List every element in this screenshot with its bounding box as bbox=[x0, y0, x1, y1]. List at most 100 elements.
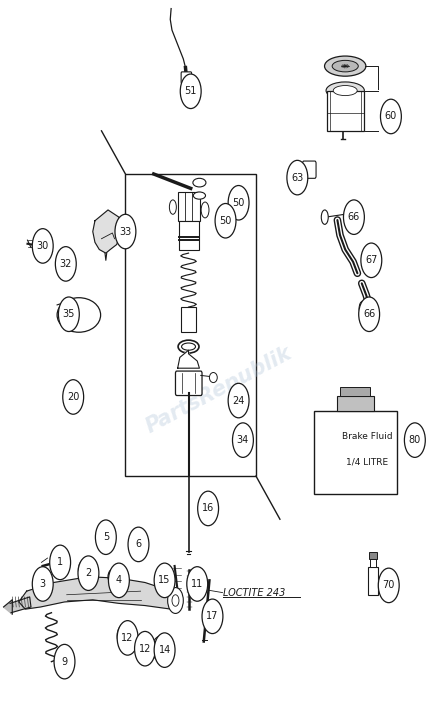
Text: 15: 15 bbox=[159, 575, 171, 586]
Text: 60: 60 bbox=[385, 111, 397, 121]
Circle shape bbox=[168, 588, 184, 614]
Text: Brake Fluid: Brake Fluid bbox=[342, 432, 392, 441]
Circle shape bbox=[233, 423, 253, 457]
Text: 70: 70 bbox=[382, 580, 395, 591]
Ellipse shape bbox=[140, 641, 150, 653]
FancyBboxPatch shape bbox=[303, 161, 316, 178]
Polygon shape bbox=[19, 577, 182, 609]
Text: 1/4 LITRE: 1/4 LITRE bbox=[346, 457, 388, 466]
Text: 66: 66 bbox=[348, 212, 360, 222]
Circle shape bbox=[361, 243, 382, 277]
Polygon shape bbox=[93, 210, 121, 253]
Text: 9: 9 bbox=[61, 656, 67, 666]
Circle shape bbox=[109, 563, 129, 598]
Text: 32: 32 bbox=[60, 259, 72, 269]
Text: 2: 2 bbox=[85, 568, 92, 578]
Circle shape bbox=[215, 204, 236, 238]
Ellipse shape bbox=[170, 200, 177, 214]
Circle shape bbox=[187, 567, 208, 601]
Text: 16: 16 bbox=[202, 503, 214, 513]
Bar bbox=[368, 567, 378, 595]
FancyBboxPatch shape bbox=[181, 72, 191, 83]
Bar bbox=[181, 307, 196, 332]
Ellipse shape bbox=[152, 636, 171, 661]
Circle shape bbox=[378, 568, 399, 603]
Circle shape bbox=[202, 599, 223, 634]
Ellipse shape bbox=[81, 565, 89, 575]
Circle shape bbox=[228, 383, 249, 418]
Ellipse shape bbox=[332, 61, 358, 72]
Text: 1: 1 bbox=[57, 557, 63, 567]
Ellipse shape bbox=[321, 210, 328, 225]
Text: 17: 17 bbox=[206, 612, 219, 622]
Text: 51: 51 bbox=[184, 87, 197, 96]
Ellipse shape bbox=[132, 536, 141, 549]
Text: 50: 50 bbox=[233, 198, 245, 208]
Ellipse shape bbox=[209, 373, 217, 383]
Circle shape bbox=[55, 247, 76, 281]
Ellipse shape bbox=[117, 623, 136, 648]
Circle shape bbox=[154, 563, 175, 598]
Text: 6: 6 bbox=[135, 539, 141, 549]
Circle shape bbox=[134, 632, 155, 666]
Circle shape bbox=[381, 99, 401, 134]
Bar bbox=[179, 221, 198, 250]
Text: 33: 33 bbox=[119, 227, 131, 237]
Text: 11: 11 bbox=[191, 579, 203, 589]
Ellipse shape bbox=[201, 202, 209, 218]
Ellipse shape bbox=[325, 56, 366, 77]
Circle shape bbox=[228, 186, 249, 220]
Ellipse shape bbox=[135, 635, 155, 660]
Text: 20: 20 bbox=[67, 392, 79, 402]
Text: LOCTITE 243: LOCTITE 243 bbox=[223, 588, 286, 598]
Circle shape bbox=[32, 567, 53, 601]
Text: 3: 3 bbox=[40, 579, 46, 589]
Circle shape bbox=[154, 633, 175, 667]
Text: PartsRepublik: PartsRepublik bbox=[142, 343, 296, 437]
Text: 12: 12 bbox=[139, 644, 151, 653]
Circle shape bbox=[198, 491, 219, 526]
Polygon shape bbox=[10, 597, 31, 613]
Circle shape bbox=[95, 520, 116, 554]
Circle shape bbox=[63, 380, 84, 414]
Circle shape bbox=[32, 229, 53, 264]
Circle shape bbox=[115, 214, 136, 249]
Text: 4: 4 bbox=[116, 575, 122, 586]
Text: 5: 5 bbox=[103, 532, 109, 542]
Bar bbox=[340, 387, 371, 396]
Circle shape bbox=[343, 200, 364, 235]
Ellipse shape bbox=[326, 82, 364, 99]
Circle shape bbox=[287, 160, 308, 195]
Text: 24: 24 bbox=[233, 396, 245, 406]
Circle shape bbox=[172, 595, 179, 606]
Ellipse shape bbox=[333, 85, 357, 95]
Circle shape bbox=[78, 556, 99, 591]
Bar bbox=[369, 552, 377, 559]
Circle shape bbox=[117, 621, 138, 655]
Text: 14: 14 bbox=[159, 645, 171, 655]
Text: 12: 12 bbox=[121, 633, 134, 643]
Circle shape bbox=[54, 644, 75, 679]
Ellipse shape bbox=[178, 340, 199, 353]
Text: 30: 30 bbox=[37, 241, 49, 251]
Ellipse shape bbox=[193, 178, 206, 187]
Ellipse shape bbox=[78, 560, 92, 580]
Ellipse shape bbox=[182, 343, 195, 350]
Bar bbox=[178, 192, 200, 221]
Polygon shape bbox=[4, 600, 12, 614]
Text: 34: 34 bbox=[237, 435, 249, 445]
Circle shape bbox=[58, 297, 79, 331]
Text: 50: 50 bbox=[219, 216, 232, 226]
Circle shape bbox=[359, 297, 380, 331]
Ellipse shape bbox=[157, 642, 166, 655]
Ellipse shape bbox=[62, 258, 69, 267]
Circle shape bbox=[128, 527, 149, 562]
Ellipse shape bbox=[193, 192, 205, 199]
Text: 63: 63 bbox=[291, 173, 304, 183]
Bar bbox=[336, 396, 374, 412]
Ellipse shape bbox=[122, 630, 131, 642]
Ellipse shape bbox=[58, 254, 72, 271]
FancyBboxPatch shape bbox=[176, 371, 202, 396]
Bar bbox=[370, 559, 376, 567]
Text: 80: 80 bbox=[409, 435, 421, 445]
